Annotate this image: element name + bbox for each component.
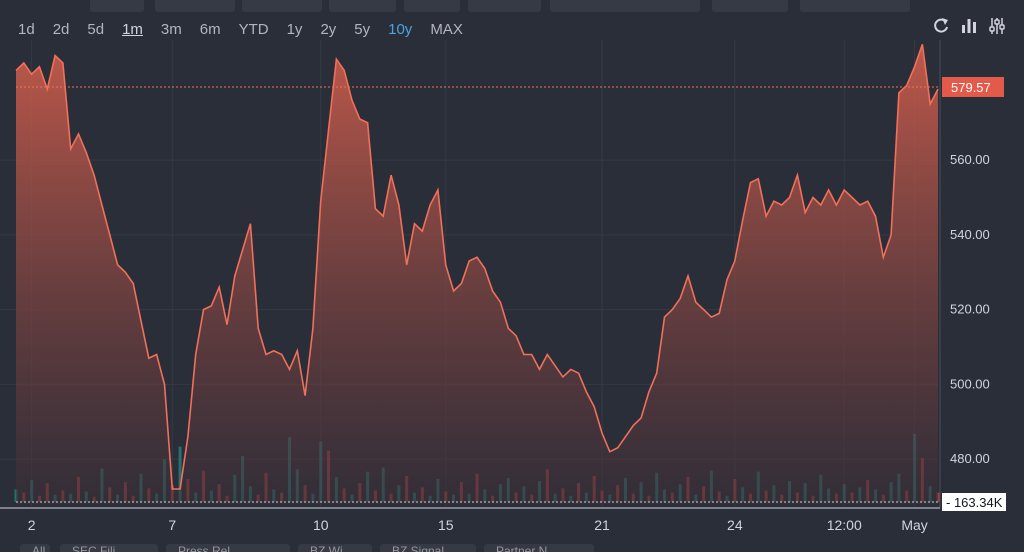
y-tick-label: 520.00 bbox=[950, 302, 990, 317]
y-tick-label: 480.00 bbox=[950, 451, 990, 466]
range-button-2d[interactable]: 2d bbox=[52, 20, 70, 38]
news-tab[interactable]: All bbox=[20, 544, 50, 552]
x-tick-label: 15 bbox=[438, 517, 454, 533]
top-tab[interactable] bbox=[329, 0, 396, 12]
price-area bbox=[16, 44, 938, 505]
range-button-1m[interactable]: 1m bbox=[122, 20, 143, 38]
volume-label: - 163.34K bbox=[946, 495, 1003, 510]
y-tick-label: 560.00 bbox=[950, 152, 990, 167]
top-tab[interactable] bbox=[800, 0, 910, 12]
range-button-ytd[interactable]: YTD bbox=[238, 20, 269, 38]
x-tick-label: May bbox=[901, 517, 927, 533]
range-button-10y[interactable]: 10y bbox=[388, 20, 413, 38]
x-tick-label: 21 bbox=[594, 517, 610, 533]
price-chart[interactable]: 480.00 500.00 520.00 540.00 560.00 579.57 - 16… bbox=[0, 40, 1024, 540]
top-tab[interactable] bbox=[468, 0, 541, 12]
y-tick-label: 540.00 bbox=[950, 227, 990, 242]
last-price-badge bbox=[942, 76, 1004, 97]
range-button-6m[interactable]: 6m bbox=[199, 20, 221, 38]
range-button-3m[interactable]: 3m bbox=[160, 20, 182, 38]
range-button-2y[interactable]: 2y bbox=[320, 20, 337, 38]
top-tab-strip bbox=[0, 0, 1024, 14]
x-tick-label: 10 bbox=[313, 517, 329, 533]
news-tab[interactable]: Press Rel... bbox=[166, 544, 290, 552]
time-range-bar: 1d 2d 5d 1m 3m 6m YTD 1y 2y 5y 10y MAX bbox=[18, 18, 481, 40]
volume-badge bbox=[942, 493, 1006, 511]
top-tab[interactable] bbox=[90, 0, 144, 12]
range-button-5y[interactable]: 5y bbox=[354, 20, 371, 38]
x-tick-label: 7 bbox=[168, 517, 176, 533]
top-tab[interactable] bbox=[550, 0, 700, 12]
news-tab[interactable]: SEC Fili... bbox=[60, 544, 158, 552]
price-line bbox=[15, 44, 939, 490]
news-filter-tabs: All SEC Fili... Press Rel... BZ Wi... BZ Sig… bbox=[0, 540, 1024, 552]
last-price-label: 579.57 bbox=[951, 80, 991, 95]
volume-bar bbox=[178, 446, 182, 502]
x-tick-label: 12:00 bbox=[827, 517, 862, 533]
range-button-1d[interactable]: 1d bbox=[18, 20, 35, 38]
x-tick-label: 2 bbox=[28, 517, 36, 533]
range-button-1y[interactable]: 1y bbox=[286, 20, 303, 38]
range-button-5d[interactable]: 5d bbox=[87, 20, 105, 38]
settings-sliders-icon[interactable] bbox=[988, 16, 1006, 36]
bar-chart-icon[interactable] bbox=[960, 16, 978, 36]
top-tab[interactable] bbox=[155, 0, 235, 12]
news-tab[interactable]: Partner N... bbox=[484, 544, 594, 552]
news-tab[interactable]: BZ Wi... bbox=[298, 544, 372, 552]
news-tab[interactable]: BZ Signal... bbox=[380, 544, 476, 552]
y-tick-label: 500.00 bbox=[950, 376, 990, 391]
x-tick-label: 24 bbox=[727, 517, 743, 533]
chart-tools bbox=[932, 16, 1006, 36]
top-tab[interactable] bbox=[712, 0, 788, 12]
refresh-icon[interactable] bbox=[932, 16, 950, 36]
top-tab[interactable] bbox=[242, 0, 322, 12]
top-tab[interactable] bbox=[404, 0, 460, 12]
range-button-max[interactable]: MAX bbox=[430, 20, 463, 38]
